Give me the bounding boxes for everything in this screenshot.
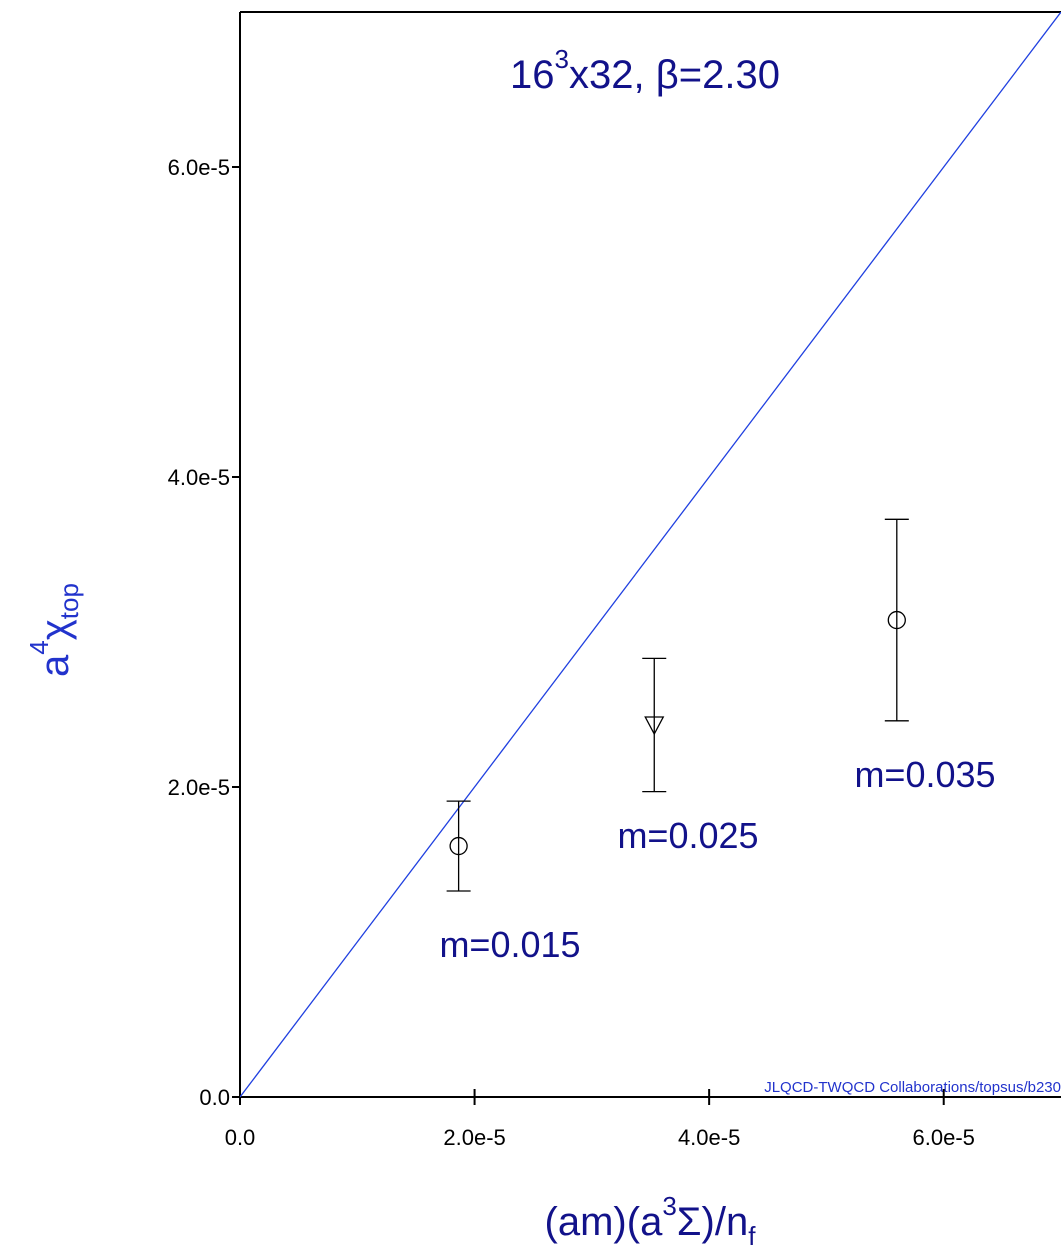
y-tick-label: 6.0e-5 — [168, 155, 230, 180]
xlabel-part: (am)(a — [545, 1200, 664, 1244]
chart-title: 163x32, β=2.30 — [510, 44, 780, 97]
error-bar — [642, 657, 667, 793]
point-label: m=0.025 — [617, 815, 758, 856]
point-label: m=0.015 — [439, 924, 580, 965]
reference-line — [240, 12, 1061, 1097]
title-part: x32, β=2.30 — [569, 53, 780, 97]
ylabel-sub: top — [54, 583, 84, 619]
x-axis-label: (am)(a3Σ)/nf — [545, 1191, 757, 1249]
ylabel-part: χ — [33, 619, 77, 640]
point-label: m=0.035 — [854, 754, 995, 795]
x-tick-label: 4.0e-5 — [678, 1125, 740, 1150]
watermark: JLQCD-TWQCD Collaborations/topsus/b230 — [764, 1079, 1061, 1096]
y-axis-label: a4χtop — [24, 583, 84, 677]
marker — [887, 610, 906, 630]
y-tick-label: 0.0 — [199, 1085, 230, 1110]
ylabel-sup: 4 — [24, 640, 54, 654]
title-part: 16 — [510, 53, 555, 97]
y-tick-label: 4.0e-5 — [168, 465, 230, 490]
marker — [644, 716, 665, 736]
x-tick-label: 6.0e-5 — [913, 1125, 975, 1150]
xlabel-part: Σ)/n — [677, 1200, 748, 1244]
x-tick-label: 0.0 — [225, 1125, 256, 1150]
xlabel-sub: f — [748, 1221, 756, 1249]
title-sup: 3 — [555, 44, 569, 74]
xlabel-sup: 3 — [662, 1191, 676, 1221]
y-tick-label: 2.0e-5 — [168, 775, 230, 800]
error-bar — [884, 518, 909, 722]
plot-area — [240, 12, 1061, 1097]
marker — [449, 836, 468, 856]
ylabel-part: a — [33, 654, 77, 677]
error-bar — [446, 800, 471, 892]
x-tick-label: 2.0e-5 — [443, 1125, 505, 1150]
